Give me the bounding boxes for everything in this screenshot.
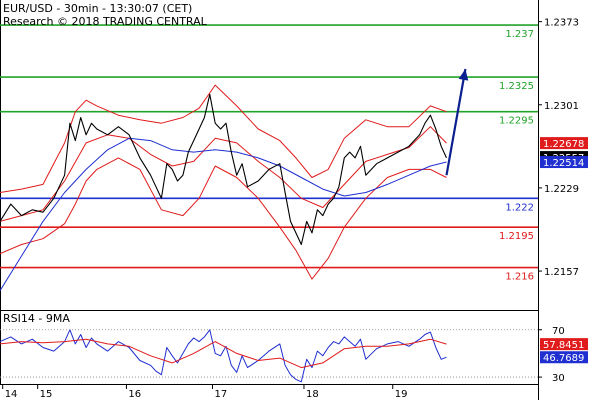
time-tick-label-5: 19 (395, 389, 408, 400)
price-tick-label-2: 1.2229 (544, 184, 579, 195)
time-axis-ticks: 14 15 16 17 18 19 (2, 384, 408, 400)
bollinger-lower-line (0, 157, 447, 280)
bollinger-bands (0, 84, 447, 280)
time-tick-label-2: 16 (128, 389, 141, 400)
level-label-3: 1.222 (505, 202, 534, 213)
rsi-axis-ticks: 70 30 (0, 326, 565, 384)
rsi-ma-line (0, 338, 447, 369)
price-tick-label-0: 1.2373 (544, 18, 579, 29)
bollinger-upper-line (0, 84, 447, 193)
time-tick-label-1: 15 (40, 389, 53, 400)
moving-averages (0, 126, 447, 291)
rsi-tag-0: 57.8451 (543, 340, 584, 351)
level-label-4: 1.2195 (499, 231, 534, 242)
rsi-label: RSI14 - 9MA (3, 312, 70, 325)
support-resistance-levels: 1.237 1.2325 1.2295 1.222 1.2195 1.216 (0, 24, 538, 283)
price-axis-ticks: 1.2373 1.2301 1.2229 1.2157 (538, 18, 579, 278)
rsi-tick-label-0: 70 (552, 326, 565, 337)
time-tick-label-0: 14 (5, 389, 18, 400)
chart-subtitle: Research © 2018 TRADING CENTRAL (3, 15, 208, 28)
price-tag-2-box (540, 156, 588, 169)
level-label-0: 1.237 (505, 29, 534, 40)
price-tag-0-box (540, 137, 588, 150)
level-label-1: 1.2325 (499, 81, 534, 92)
chart-title: EUR/USD - 30min - 13:30:07 (CET) (3, 2, 192, 15)
price-tag-0: 1.22678 (543, 139, 584, 150)
level-label-5: 1.216 (505, 272, 534, 283)
rsi-line (0, 329, 447, 383)
forecast-arrow-line (445, 68, 467, 176)
time-tick-label-4: 18 (306, 389, 319, 400)
rsi-tags: 57.8451 46.7689 (540, 338, 588, 364)
price-series (0, 93, 448, 246)
forecast-arrow-head (458, 68, 469, 81)
price-tick-label-3: 1.2157 (544, 267, 579, 278)
rsi-tag-1: 46.7689 (543, 353, 584, 364)
forecast-arrow (445, 68, 469, 176)
rsi-tag-0-box (540, 338, 588, 351)
time-tick-label-3: 17 (215, 389, 228, 400)
moving-average-fast-line (0, 126, 447, 222)
moving-average-slow-line (0, 137, 447, 291)
rsi-tick-label-1: 30 (552, 373, 565, 384)
price-tick-label-1: 1.2301 (544, 101, 579, 112)
price-tag-2: 1.22514 (543, 158, 584, 169)
rsi-panel (0, 329, 447, 383)
level-label-2: 1.2295 (499, 116, 534, 127)
rsi-tag-1-box (540, 351, 588, 364)
price-line (0, 93, 448, 246)
